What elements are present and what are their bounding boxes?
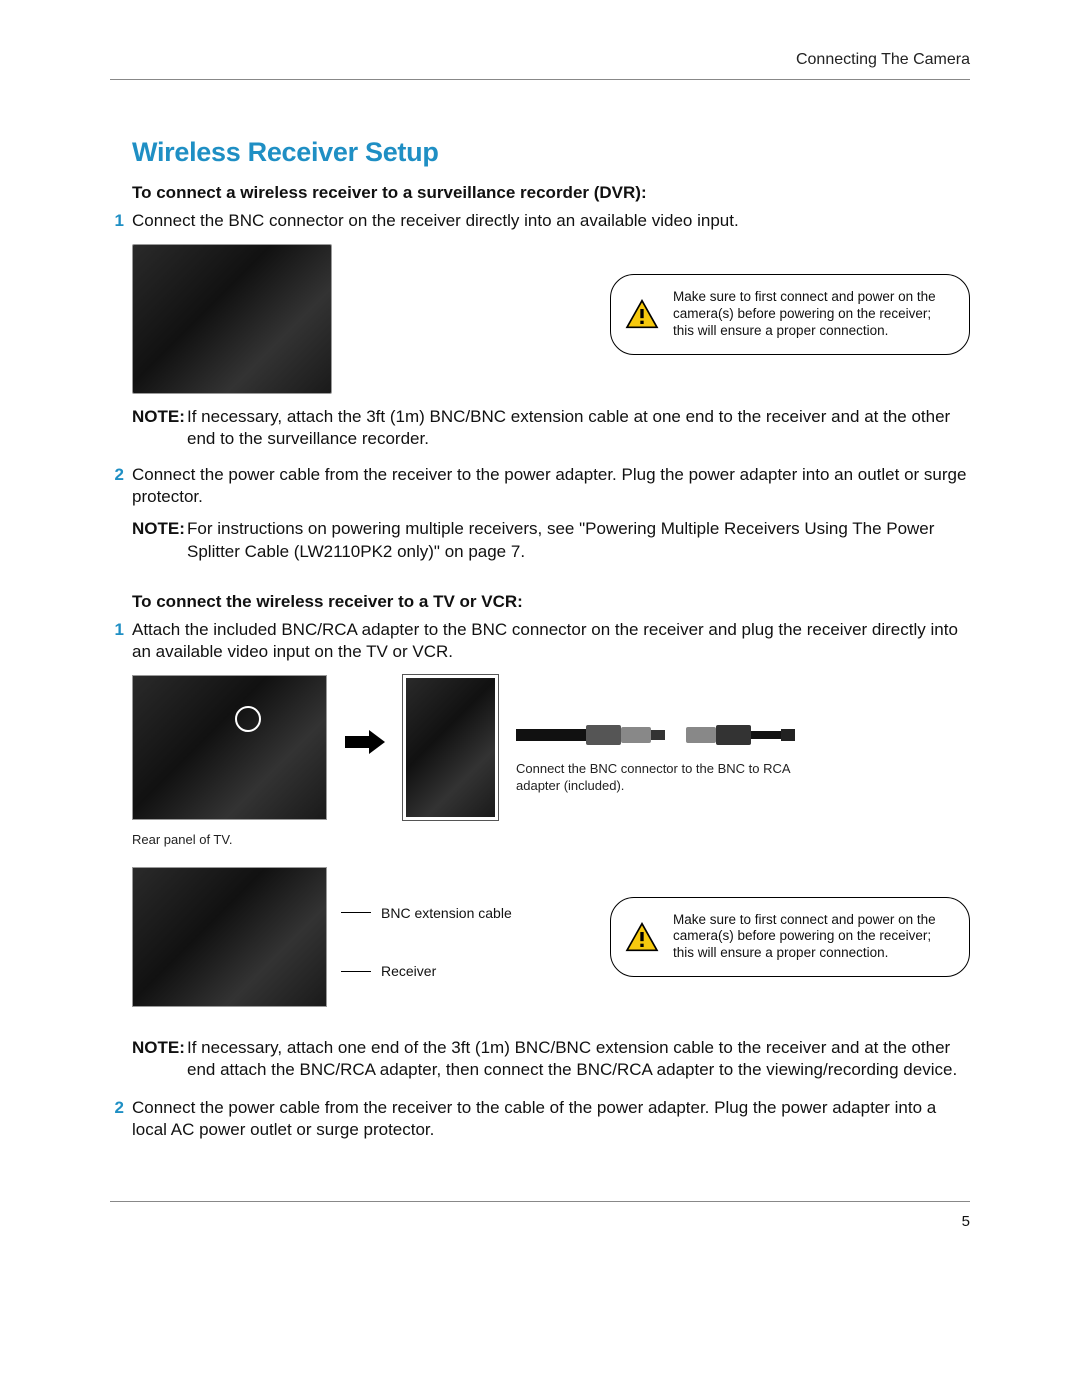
bnc-rca-caption: Connect the BNC connector to the BNC to … [516, 761, 796, 795]
section1-note2: NOTE: For instructions on powering multi… [132, 518, 970, 562]
dvr-image [132, 244, 332, 394]
section1-note1: NOTE: If necessary, attach the 3ft (1m) … [132, 406, 970, 450]
bnc-rca-col: Connect the BNC connector to the BNC to … [516, 715, 796, 795]
step-text: Connect the power cable from the receive… [132, 1097, 970, 1141]
warning-icon [625, 922, 659, 952]
section2-figure-row-2: BNC extension cable Receiver Make sure t… [132, 867, 970, 1007]
page-header: Connecting The Camera [110, 50, 970, 71]
label-receiver: Receiver [341, 962, 512, 980]
step-text: Connect the BNC connector on the receive… [132, 210, 970, 232]
warning-text: Make sure to first connect and power on … [673, 912, 951, 963]
leader-line [341, 971, 371, 972]
receiver-tv-image [132, 867, 327, 1007]
warning-icon [625, 299, 659, 329]
tv-rear-image [132, 675, 327, 820]
rca-adapter-icon [686, 715, 796, 755]
note-text: If necessary, attach the 3ft (1m) BNC/BN… [187, 406, 970, 450]
bnc-connector-icon [516, 715, 666, 755]
page-number: 5 [110, 1212, 970, 1232]
warning-callout-2: Make sure to first connect and power on … [610, 897, 970, 978]
step-text: Connect the power cable from the receive… [132, 464, 970, 508]
section1-figure-row: Make sure to first connect and power on … [132, 244, 970, 394]
warning-callout-1: Make sure to first connect and power on … [610, 274, 970, 355]
section1-heading: To connect a wireless receiver to a surv… [132, 182, 970, 204]
step-number: 1 [110, 619, 132, 663]
section2-note1: NOTE: If necessary, attach one end of th… [132, 1037, 970, 1081]
bnc-rca-diagram [516, 715, 796, 755]
highlight-circle-icon [233, 704, 263, 734]
leader-line [341, 912, 371, 913]
label-extension: BNC extension cable [341, 904, 512, 922]
note-label: NOTE: [132, 1037, 187, 1081]
section1-step2: 2 Connect the power cable from the recei… [110, 464, 970, 508]
section1-step1: 1 Connect the BNC connector on the recei… [110, 210, 970, 232]
note-text: For instructions on powering multiple re… [187, 518, 970, 562]
tv-rear-caption: Rear panel of TV. [132, 832, 327, 849]
note-label: NOTE: [132, 518, 187, 562]
page-title: Wireless Receiver Setup [132, 135, 970, 170]
warning-text: Make sure to first connect and power on … [673, 289, 951, 340]
figure-labels: BNC extension cable Receiver [341, 888, 512, 986]
bottom-rule [110, 1201, 970, 1202]
section2-heading: To connect the wireless receiver to a TV… [132, 591, 970, 613]
section2-step1: 1 Attach the included BNC/RCA adapter to… [110, 619, 970, 663]
section2-step2: 2 Connect the power cable from the recei… [110, 1097, 970, 1141]
arrow-right-icon [345, 730, 385, 754]
step-number: 1 [110, 210, 132, 232]
note-label: NOTE: [132, 406, 187, 450]
step-number: 2 [110, 1097, 132, 1141]
note-text: If necessary, attach one end of the 3ft … [187, 1037, 970, 1081]
section2-figure-row-1: Rear panel of TV. Connect the BNC connec… [132, 675, 970, 849]
label-text: Receiver [381, 962, 436, 980]
step-text: Attach the included BNC/RCA adapter to t… [132, 619, 970, 663]
step-number: 2 [110, 464, 132, 508]
connector-closeup-image [403, 675, 498, 820]
tv-rear-col: Rear panel of TV. [132, 675, 327, 849]
top-rule [110, 79, 970, 80]
label-text: BNC extension cable [381, 904, 512, 922]
